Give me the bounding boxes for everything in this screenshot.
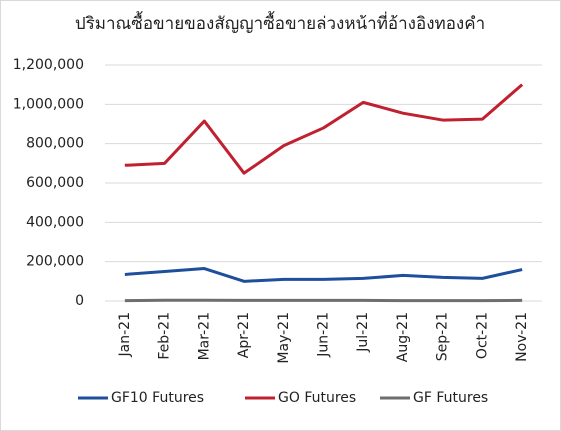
x-tick-label: Jan-21 (117, 312, 133, 357)
y-tick-label: 600,000 (26, 175, 84, 191)
chart-title: ปริมาณซื้อขายของสัญญาซื้อขายล่วงหน้าที่อ… (75, 11, 485, 34)
x-tick-label: Feb-21 (157, 312, 173, 360)
x-tick-label: Jul-21 (355, 312, 371, 353)
x-tick-label: Aug-21 (395, 312, 411, 362)
x-tick-label: Oct-21 (474, 312, 490, 359)
y-tick-label: 0 (75, 293, 84, 309)
y-tick-label: 800,000 (26, 136, 84, 152)
y-tick-label: 400,000 (26, 214, 84, 230)
x-tick-label: Nov-21 (514, 312, 530, 362)
y-tick-label: 1,200,000 (13, 57, 84, 73)
legend-label: GF10 Futures (111, 390, 204, 406)
y-tick-label: 200,000 (26, 254, 84, 270)
x-tick-label: Sep-21 (435, 312, 451, 361)
x-tick-label: Jun-21 (316, 312, 332, 358)
legend-label: GO Futures (278, 390, 356, 406)
x-tick-label: Apr-21 (236, 312, 252, 358)
series-line (124, 267, 523, 283)
y-tick-label: 1,000,000 (13, 96, 84, 112)
legend-label: GF Futures (413, 390, 488, 406)
x-tick-label: Mar-21 (196, 312, 212, 360)
x-tick-label: May-21 (276, 312, 292, 364)
series-line (124, 83, 524, 175)
